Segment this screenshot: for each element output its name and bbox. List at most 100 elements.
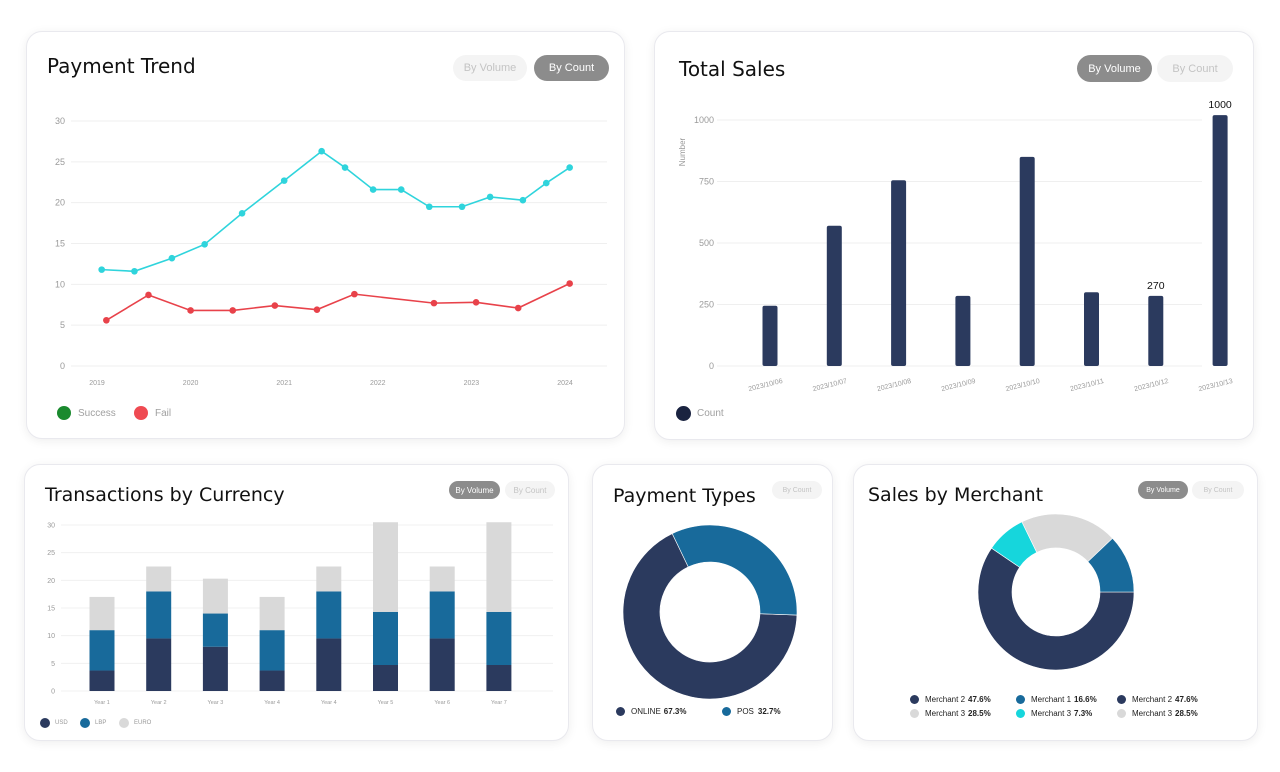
bar-segment-euro [259, 596, 285, 631]
legend-euro: EURO [119, 718, 151, 728]
y-tick-label: 15 [47, 606, 55, 613]
bar-segment-lbp [146, 591, 172, 639]
merchant-legend-value: 28.5% [968, 709, 991, 718]
y-tick-label: 5 [60, 320, 65, 330]
legend-usd-swatch [40, 718, 50, 728]
bar-segment-usd [202, 646, 228, 691]
by-count-toggle[interactable]: By Count [1157, 55, 1233, 82]
data-point [341, 164, 349, 171]
bar [891, 180, 907, 366]
merchant-legend-value: 47.6% [968, 695, 991, 704]
data-point [458, 203, 466, 211]
transactions-by-currency-card: Transactions by Currency By Volume By Co… [24, 464, 569, 741]
bar-segment-lbp [89, 630, 115, 671]
legend-pos-value: 32.7% [757, 707, 781, 716]
bar-segment-lbp [316, 591, 342, 639]
x-tick-label: 2023/10/08 [876, 378, 912, 393]
legend-pos: POS 32.7% [722, 707, 781, 716]
y-tick-label: 0 [709, 361, 714, 371]
merchant-legend-item: Merchant 2 47.6% [1117, 695, 1198, 704]
by-volume-toggle[interactable]: By Volume [449, 481, 500, 499]
bar [1019, 156, 1035, 366]
bar [762, 305, 778, 366]
x-tick-label: 2022 [370, 380, 386, 387]
by-volume-toggle[interactable]: By Volume [1138, 481, 1188, 499]
data-point [566, 164, 573, 171]
x-tick-label: 2023/10/12 [1134, 378, 1170, 393]
by-count-toggle[interactable]: By Count [505, 481, 555, 499]
y-tick-label: 10 [47, 633, 55, 640]
x-tick-label: Year 4 [321, 700, 337, 706]
x-tick-label: Year 4 [264, 700, 280, 706]
bar [826, 225, 842, 366]
bar-segment-lbp [259, 630, 285, 671]
y-axis-label: Number [678, 137, 687, 166]
data-point [271, 302, 279, 309]
by-volume-toggle[interactable]: By Volume [453, 55, 527, 81]
data-point [131, 267, 138, 275]
y-tick-label: 25 [55, 157, 65, 167]
data-point [318, 147, 325, 155]
data-point [486, 193, 494, 201]
bar-segment-usd [373, 664, 398, 691]
data-point [168, 254, 176, 262]
bar-segment-usd [89, 670, 115, 691]
bar-segment-usd [316, 638, 342, 691]
bar-segment-usd [259, 670, 285, 691]
y-tick-label: 20 [47, 578, 55, 585]
x-tick-label: Year 1 [94, 700, 110, 706]
merchant-legend-label: Merchant 3 [1132, 709, 1173, 718]
bar-segment-euro [316, 566, 342, 592]
data-point [98, 266, 105, 273]
y-tick-label: 1000 [694, 115, 714, 125]
data-point [187, 307, 194, 314]
legend-count-label: Count [697, 408, 724, 419]
data-point [472, 299, 480, 306]
data-point [145, 291, 152, 299]
merchant-legend-swatch [1016, 695, 1025, 704]
donut-slice-merchant-1 [1087, 537, 1135, 593]
legend-success-swatch [57, 406, 71, 420]
y-tick-label: 30 [47, 523, 55, 530]
bar-segment-lbp [202, 613, 228, 647]
x-tick-label: Year 7 [491, 700, 507, 706]
by-count-toggle[interactable]: By Count [534, 55, 609, 81]
legend-euro-label: EURO [134, 720, 152, 726]
by-count-toggle[interactable]: By Count [772, 481, 822, 499]
data-point [280, 177, 288, 184]
payment-types-card: Payment Types By Count ONLINE 67.3% POS … [592, 464, 833, 741]
x-tick-label: 2019 [89, 380, 105, 387]
legend-fail-swatch [134, 406, 148, 420]
x-tick-label: 2023/10/10 [1005, 378, 1041, 393]
card-title: Sales by Merchant [868, 484, 1044, 506]
merchant-legend-value: 16.6% [1074, 695, 1097, 704]
data-point [229, 307, 237, 314]
x-tick-label: 2023/10/06 [748, 378, 784, 393]
by-count-toggle[interactable]: By Count [1192, 481, 1244, 499]
y-tick-label: 25 [47, 550, 55, 557]
legend-count-swatch [676, 406, 691, 421]
data-point [103, 316, 110, 324]
bar-segment-usd [429, 638, 455, 691]
legend-online-label: ONLINE [631, 707, 661, 716]
card-title: Transactions by Currency [45, 484, 285, 506]
data-point [238, 209, 246, 217]
legend-success-label: Success [78, 407, 116, 419]
bar-segment-lbp [373, 611, 398, 665]
legend-online-swatch [616, 707, 625, 716]
legend-lbp-label: LBP [95, 720, 107, 726]
data-label: 270 [1147, 280, 1165, 292]
merchant-legend-value: 7.3% [1074, 709, 1093, 718]
legend-lbp-swatch [80, 718, 90, 728]
donut-slice-pos [671, 524, 798, 616]
bar-segment-euro [146, 566, 172, 592]
data-point [201, 241, 208, 248]
bar-segment-usd [486, 664, 512, 691]
bar [1148, 295, 1164, 366]
total-sales-chart: 0 250 500 750 1000 Number 2023/10/06 2023/10/07… [678, 99, 1234, 393]
by-volume-toggle[interactable]: By Volume [1077, 55, 1152, 82]
data-point [566, 280, 573, 287]
merchant-legend-value: 28.5% [1175, 709, 1198, 718]
bar-segment-euro [89, 596, 115, 631]
data-label: 1000 [1208, 99, 1232, 111]
